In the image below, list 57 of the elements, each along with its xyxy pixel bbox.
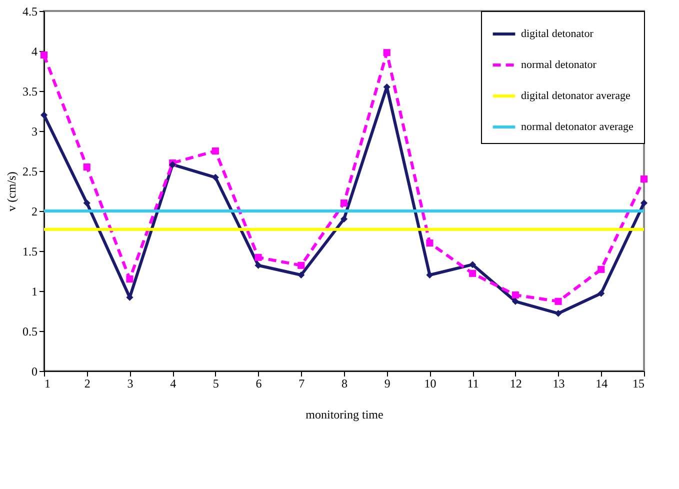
- y-tick-label: 1.5: [22, 244, 38, 258]
- point: [512, 291, 519, 299]
- point: [340, 199, 348, 207]
- legend-label: digital detonator average: [521, 90, 630, 102]
- point: [212, 147, 219, 155]
- point: [83, 199, 90, 207]
- x-tick-label: 1: [44, 376, 50, 390]
- point: [426, 271, 434, 279]
- y-tick-label: 3.5: [22, 84, 38, 98]
- x-tick-label: 10: [424, 376, 436, 390]
- legend-label: normal detonator average: [521, 121, 634, 133]
- point: [40, 51, 48, 59]
- x-axis-title: monitoring time: [306, 408, 384, 422]
- y-tick-label: 1: [32, 284, 38, 298]
- point: [554, 310, 562, 317]
- point: [126, 275, 134, 283]
- point: [512, 298, 519, 305]
- x-tick-label: 7: [298, 376, 305, 390]
- x-tick-label: 8: [342, 376, 348, 390]
- point: [298, 271, 305, 279]
- point: [83, 163, 90, 171]
- x-tick-label: 14: [596, 376, 608, 390]
- point: [40, 111, 48, 119]
- y-tick-label: 0: [32, 364, 38, 378]
- x-tick-label: 9: [384, 376, 390, 390]
- legend-label: normal detonator: [521, 59, 597, 71]
- point: [254, 254, 262, 261]
- point: [469, 270, 476, 277]
- x-tick-label: 5: [212, 376, 219, 390]
- y-tick-label: 4.5: [22, 4, 38, 18]
- legend-label: digital detonator: [521, 28, 594, 40]
- y-tick-label: 2: [32, 204, 38, 218]
- point: [598, 290, 605, 297]
- x-tick-label: 13: [552, 376, 565, 390]
- x-tick-label: 15: [632, 376, 644, 390]
- point: [640, 199, 648, 207]
- x-tick-label: 4: [170, 376, 176, 390]
- point: [254, 262, 262, 269]
- point: [340, 215, 348, 223]
- point: [640, 175, 648, 183]
- x-tick-label: 2: [84, 376, 90, 390]
- y-tick-label: 3: [32, 124, 38, 138]
- point: [383, 49, 390, 56]
- point: [426, 239, 434, 247]
- point: [469, 261, 476, 268]
- y-tick-label: 0.5: [22, 324, 38, 338]
- x-tick-label: 3: [127, 376, 134, 390]
- point: [212, 174, 219, 181]
- point: [554, 298, 562, 305]
- x-tick-label: 12: [510, 376, 522, 390]
- y-tick-label: 2.5: [22, 164, 38, 178]
- point: [298, 262, 305, 269]
- y-tick-label: 4: [32, 44, 38, 58]
- point: [598, 266, 605, 273]
- x-tick-label: 6: [256, 376, 262, 390]
- x-tick-label: 11: [467, 376, 479, 390]
- y-axis-title: v (cm/s): [4, 172, 18, 212]
